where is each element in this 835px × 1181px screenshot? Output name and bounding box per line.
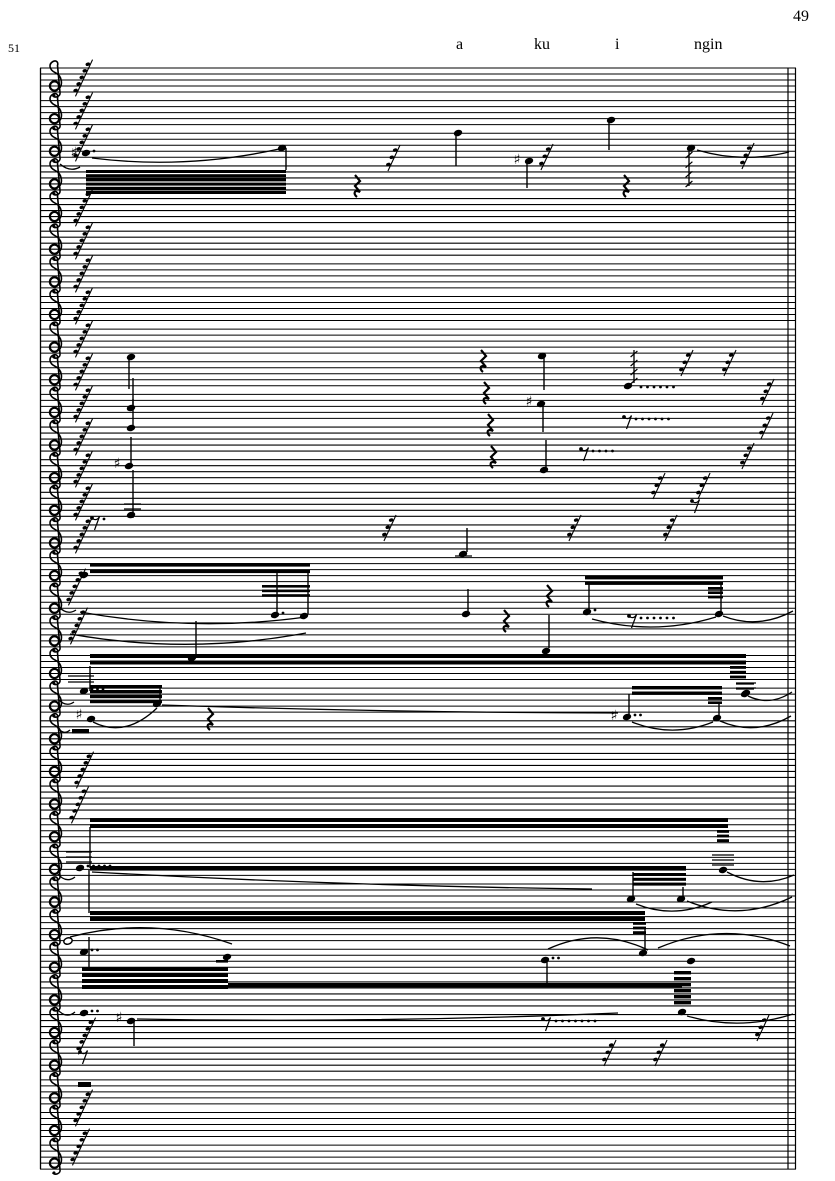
measure-number: 51 — [8, 41, 20, 55]
svg-text:♯: ♯ — [116, 1010, 123, 1026]
lyric-syllable: a — [456, 36, 464, 53]
svg-text:♯: ♯ — [611, 708, 618, 724]
lyric-syllable: i — [615, 36, 620, 53]
svg-text:♯: ♯ — [71, 145, 78, 161]
svg-text:♯: ♯ — [76, 707, 83, 723]
lyric-syllable: ku — [534, 36, 550, 53]
page-number: 49 — [793, 8, 809, 25]
svg-text:♯: ♯ — [526, 394, 533, 410]
lyric-syllable: ngin — [694, 36, 723, 53]
svg-text:♯: ♯ — [514, 152, 521, 168]
svg-text:♯: ♯ — [114, 456, 121, 472]
